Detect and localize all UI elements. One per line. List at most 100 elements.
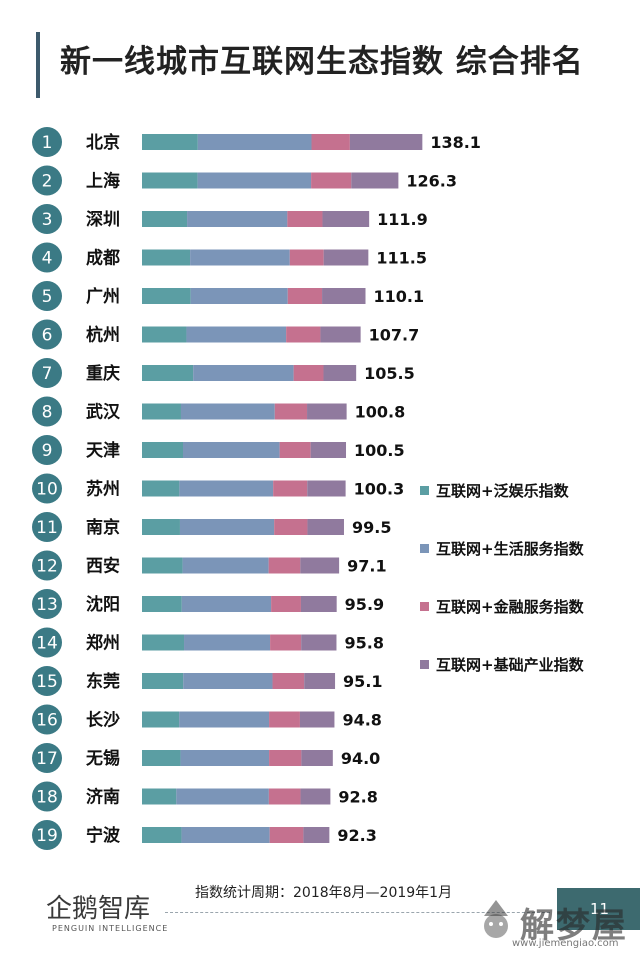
rank-number: 4 xyxy=(42,249,53,269)
rank-circle xyxy=(32,435,62,465)
total-value-label: 107.7 xyxy=(369,326,420,345)
bar-segment xyxy=(142,211,188,227)
rank-circle xyxy=(32,550,62,581)
bar-segment xyxy=(176,788,269,805)
rank-number: 16 xyxy=(36,711,58,731)
watermark-wizard-icon xyxy=(484,900,508,938)
title-accent-bar xyxy=(36,32,40,98)
legend-label: 互联网+生活服务指数 xyxy=(436,540,585,558)
bar-segment xyxy=(279,442,311,458)
bar-segment xyxy=(190,288,288,304)
bar-segment xyxy=(307,403,347,420)
bar-segment xyxy=(181,827,270,843)
bar-segment xyxy=(307,519,344,535)
bar-segment xyxy=(142,750,181,766)
bar-segment xyxy=(179,711,270,728)
rank-circle xyxy=(32,319,62,350)
rank-circle xyxy=(32,512,62,542)
bar-segment xyxy=(301,634,337,651)
rank-circle xyxy=(32,358,62,388)
footer-divider xyxy=(165,912,550,913)
bar-segment xyxy=(272,673,305,689)
bar-segment xyxy=(304,673,336,689)
bar-segment xyxy=(300,788,331,805)
bar-segment xyxy=(300,557,340,574)
total-value-label: 95.1 xyxy=(343,672,382,691)
legend-swatch xyxy=(420,544,429,553)
rank-circle xyxy=(32,820,62,850)
rank-number: 13 xyxy=(36,595,58,615)
bar-segment xyxy=(322,211,370,227)
bar-segment xyxy=(310,442,347,458)
bar-segment xyxy=(142,711,180,728)
city-label: 成都 xyxy=(86,248,120,269)
rank-circle xyxy=(32,204,62,234)
city-label: 长沙 xyxy=(86,710,120,731)
city-label: 深圳 xyxy=(86,209,120,230)
bar-segment xyxy=(142,519,180,535)
bar-segment xyxy=(289,249,324,266)
city-label: 上海 xyxy=(86,171,120,192)
bar-segment xyxy=(179,519,275,535)
bar-segment xyxy=(142,365,194,381)
bar-segment xyxy=(197,134,312,150)
bar-segment xyxy=(268,788,301,805)
total-value-label: 100.8 xyxy=(355,403,406,422)
rank-number: 1 xyxy=(42,133,53,153)
rank-number: 10 xyxy=(36,480,58,500)
bar-segment xyxy=(180,750,270,766)
city-label: 武汉 xyxy=(86,402,121,423)
rank-circle xyxy=(32,666,62,696)
rank-number: 2 xyxy=(42,172,53,192)
bar-segment xyxy=(287,288,323,304)
rank-number: 3 xyxy=(42,210,53,230)
bar-segment xyxy=(349,134,423,150)
bar-segment xyxy=(268,557,301,574)
total-value-label: 95.8 xyxy=(344,634,383,653)
legend-swatch xyxy=(420,660,429,669)
total-value-label: 92.8 xyxy=(338,788,377,807)
rank-circle xyxy=(32,704,62,735)
bar-segment xyxy=(323,249,369,266)
rank-circle xyxy=(32,281,62,311)
bar-segment xyxy=(142,326,187,343)
bar-segment xyxy=(186,326,287,343)
bar-segment xyxy=(142,134,198,150)
rank-number: 8 xyxy=(42,403,53,423)
bar-segment xyxy=(142,827,182,843)
city-label: 南京 xyxy=(86,517,120,538)
legend-label: 互联网+泛娱乐指数 xyxy=(436,482,570,500)
bar-segment xyxy=(142,480,180,497)
bar-segment xyxy=(142,249,191,266)
city-label: 无锡 xyxy=(85,748,120,769)
bar-segment xyxy=(311,134,350,150)
bar-segment xyxy=(269,750,302,766)
bar-segment xyxy=(142,673,184,689)
bar-segment xyxy=(190,249,290,266)
city-label: 北京 xyxy=(86,132,120,153)
bar-segment xyxy=(142,788,177,805)
total-value-label: 94.8 xyxy=(342,711,381,730)
stacked-bar-chart: 1 北京 138.1 2 上海 126.3 3 深圳 111.9 4 成都 111.5 5 广州 110.1… xyxy=(32,127,585,850)
bar-segment xyxy=(142,596,182,612)
bar-segment xyxy=(181,596,272,612)
rank-number: 17 xyxy=(36,749,58,769)
bar-segment xyxy=(300,596,337,612)
total-value-label: 100.5 xyxy=(354,441,405,460)
city-label: 杭州 xyxy=(86,325,120,346)
rank-number: 5 xyxy=(42,287,53,307)
city-label: 苏州 xyxy=(86,479,120,500)
total-value-label: 97.1 xyxy=(347,557,386,576)
bar-segment xyxy=(273,480,308,497)
bar-segment xyxy=(182,557,269,574)
bar-segment xyxy=(142,172,198,189)
legend-label: 互联网+基础产业指数 xyxy=(436,656,585,674)
chart-title: 新一线城市互联网生态指数 综合排名 xyxy=(60,44,584,80)
total-value-label: 100.3 xyxy=(354,480,405,499)
legend-swatch xyxy=(420,486,429,495)
bar-segment xyxy=(323,365,357,381)
rank-circle xyxy=(32,396,62,427)
bar-segment xyxy=(142,288,191,304)
city-label: 广州 xyxy=(86,286,120,307)
bar-segment xyxy=(193,365,294,381)
